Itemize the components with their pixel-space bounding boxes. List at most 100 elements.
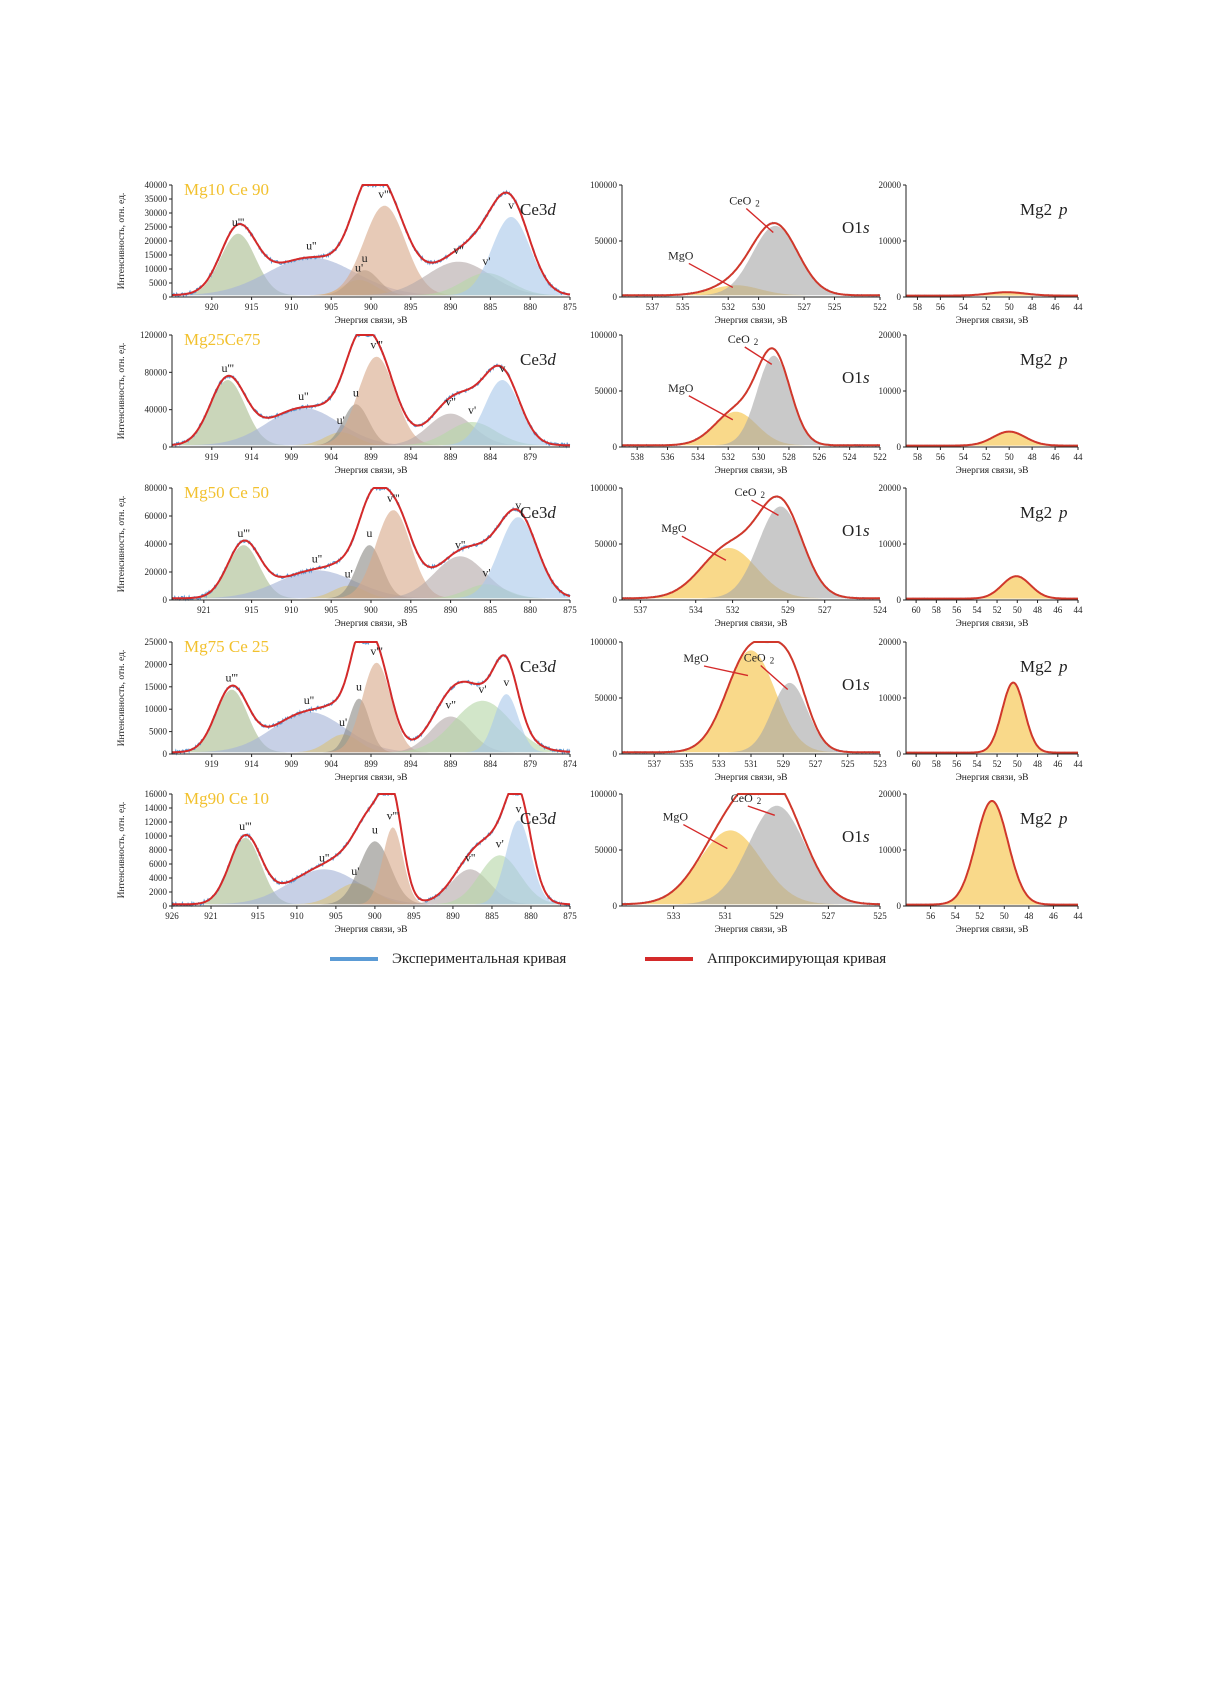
x-tick-label: 527 xyxy=(809,759,823,769)
x-tick-label: 894 xyxy=(404,759,418,769)
x-tick-label: 527 xyxy=(818,605,832,615)
panel-title-italic: d xyxy=(547,809,556,828)
peak-label-3: u xyxy=(353,385,359,399)
peak-label-6: v' xyxy=(468,403,476,417)
x-tick-label: 875 xyxy=(563,911,577,921)
peak-label-0: u''' xyxy=(225,671,238,685)
mg2p-chart-1: 0 10000 20000 58 56 54 52 50 48 46 44 Энергия связи… xyxy=(879,180,1084,326)
component-peak-1 xyxy=(622,355,880,446)
x-tick-label: 910 xyxy=(285,302,299,312)
x-tick-label: 905 xyxy=(324,605,338,615)
y-tick-label: 20000 xyxy=(879,483,902,493)
panel-title-ce3d: Ce3d xyxy=(520,350,556,369)
y-tick-label: 0 xyxy=(613,595,618,605)
x-tick-label: 54 xyxy=(951,911,961,921)
x-tick-label: 880 xyxy=(523,302,537,312)
x-tick-label: 52 xyxy=(975,911,984,921)
x-tick-label: 890 xyxy=(446,911,460,921)
ce3d-chart-4: 0 5000 10000 15000 20000 25000 919 914 909 904 899… xyxy=(117,637,577,783)
annotation-ceo2-subscript: 2 xyxy=(770,656,775,666)
x-tick-label: 50 xyxy=(1005,452,1015,462)
x-tick-label: 50 xyxy=(1013,759,1023,769)
annotation-mgo: MgO xyxy=(663,810,689,824)
x-tick-label: 60 xyxy=(912,759,922,769)
x-tick-label: 885 xyxy=(484,605,498,615)
x-axis-label: Энергия связи, эВ xyxy=(715,466,788,476)
y-axis-label: Интенсивность, отн. ед. xyxy=(117,802,127,899)
x-tick-label: 919 xyxy=(205,452,219,462)
fit-curve xyxy=(906,575,1078,600)
peak-label-5: v'' xyxy=(465,850,475,864)
x-tick-label: 885 xyxy=(485,911,499,921)
peak-label-5: v'' xyxy=(455,537,465,551)
peak-label-7: v xyxy=(515,801,521,815)
x-tick-label: 52 xyxy=(982,452,991,462)
fit-curve xyxy=(906,291,1078,297)
component-peak-4 xyxy=(172,662,570,753)
x-tick-label: 46 xyxy=(1051,452,1061,462)
y-tick-label: 0 xyxy=(613,442,618,452)
x-tick-label: 905 xyxy=(329,911,343,921)
annotation-ceo2-subscript: 2 xyxy=(754,337,759,347)
x-axis-label: Энергия связи, эВ xyxy=(956,316,1029,326)
legend-label-experimental: Экспериментальная кривая xyxy=(392,950,567,967)
x-tick-label: 530 xyxy=(752,302,766,312)
y-tick-label: 0 xyxy=(613,749,618,759)
legend-swatch-fit xyxy=(645,957,693,961)
peak-label-7: v xyxy=(508,198,514,212)
x-tick-label: 904 xyxy=(324,759,338,769)
x-tick-label: 52 xyxy=(982,302,991,312)
panel-title-italic: d xyxy=(547,200,556,219)
x-tick-label: 58 xyxy=(913,452,923,462)
x-tick-label: 522 xyxy=(873,452,887,462)
sample-label: Mg25Ce75 xyxy=(184,330,261,349)
o1s-chart-3: 0 50000 100000 537 534 532 529 527 524 Энергия св… xyxy=(590,483,887,629)
x-tick-label: 527 xyxy=(822,911,836,921)
panel-title-mg2p: Mg2 xyxy=(1020,503,1052,522)
x-tick-label: 48 xyxy=(1028,302,1038,312)
fit-curve xyxy=(622,347,880,447)
y-tick-label: 100000 xyxy=(590,180,618,190)
peak-label-5: v'' xyxy=(445,395,455,409)
component-peak-7 xyxy=(172,820,570,905)
x-tick-label: 50 xyxy=(1013,605,1023,615)
panel-title-italic: d xyxy=(547,503,556,522)
x-tick-label: 529 xyxy=(781,605,795,615)
annotation-ceo2: CeO xyxy=(729,194,751,208)
x-tick-label: 56 xyxy=(952,605,962,615)
peak-label-4: v''' xyxy=(370,338,383,352)
x-axis-label: Энергия связи, эВ xyxy=(335,466,408,476)
y-tick-label: 20000 xyxy=(145,236,168,246)
component-peak-1 xyxy=(172,257,570,296)
y-tick-label: 50000 xyxy=(595,236,618,246)
x-tick-label: 46 xyxy=(1051,302,1061,312)
annotation-mgo: MgO xyxy=(661,521,687,535)
x-tick-label: 534 xyxy=(689,605,703,615)
mg2p-chart-2: 0 10000 20000 58 56 54 52 50 48 46 44 Энергия связи… xyxy=(879,330,1084,476)
ce3d-chart-3: 0 20000 40000 60000 80000 921 915 910 905 900 895 8… xyxy=(117,483,577,629)
x-axis-label: Энергия связи, эВ xyxy=(956,925,1029,935)
peak-label-4: v''' xyxy=(370,644,383,658)
x-tick-label: 899 xyxy=(364,452,378,462)
panel-title-ce3d: Ce3d xyxy=(520,809,556,828)
component-peak-0 xyxy=(622,650,880,753)
y-tick-label: 0 xyxy=(897,292,902,302)
o1s-chart-1: 0 50000 100000 537 535 532 530 527 525 522 Энергия… xyxy=(590,180,887,326)
component-peak-0 xyxy=(172,689,570,753)
peak-label-4: v''' xyxy=(387,491,400,505)
x-tick-label: 894 xyxy=(404,452,418,462)
peak-label-5: v'' xyxy=(453,243,463,257)
x-tick-label: 884 xyxy=(484,452,498,462)
x-tick-label: 889 xyxy=(444,759,458,769)
y-tick-label: 80000 xyxy=(145,483,168,493)
ce3d-chart-5: 0 2000 4000 6000 8000 10000 12000 14000 16000 926… xyxy=(117,789,577,935)
x-tick-label: 895 xyxy=(407,911,421,921)
y-tick-label: 20000 xyxy=(145,567,168,577)
panel-title-o1s-italic: s xyxy=(863,827,870,846)
y-tick-label: 50000 xyxy=(595,386,618,396)
arrow-mgo xyxy=(683,823,728,850)
x-tick-label: 890 xyxy=(444,605,458,615)
component-peak-0 xyxy=(906,801,1078,905)
legend-item-fit: Аппроксимирующая кривая xyxy=(645,944,886,974)
x-tick-label: 915 xyxy=(245,302,259,312)
